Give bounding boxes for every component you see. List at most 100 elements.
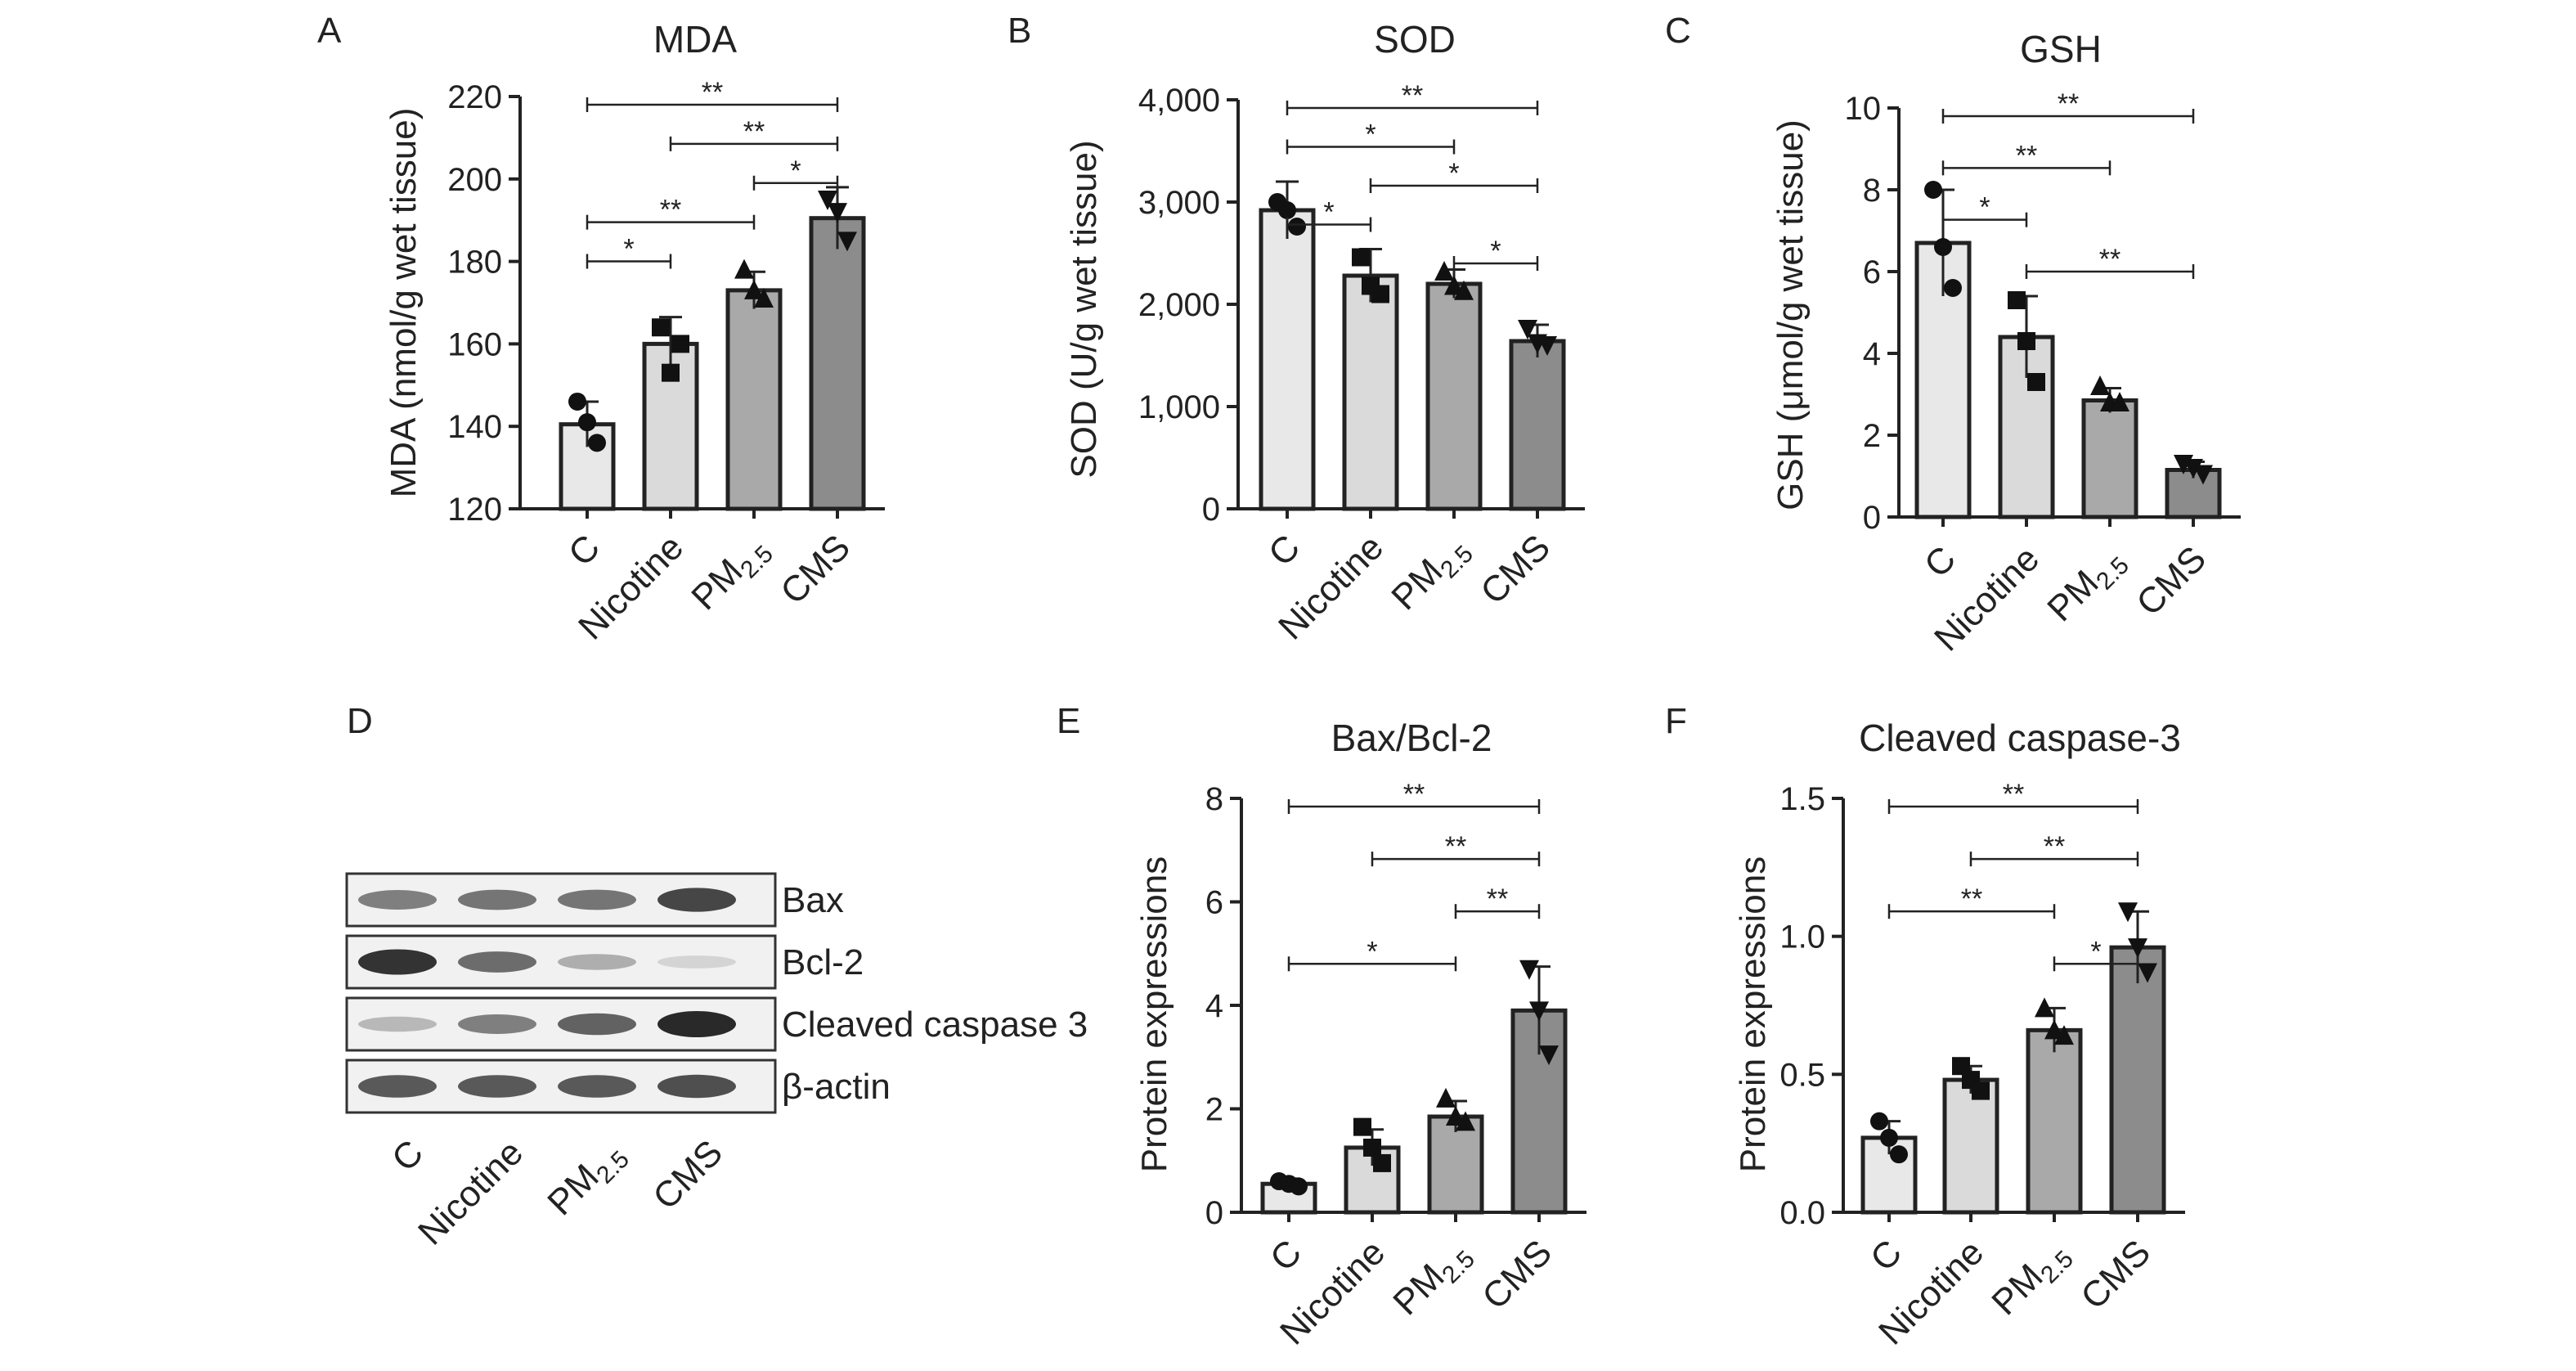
chart-title: SOD [1374, 18, 1456, 61]
data-point [1444, 275, 1464, 295]
panel-b-sod-chart: B SOD SOD (U/g wet tissue) 0 1,000 2,000 3,… [1008, 11, 1585, 647]
chart-title: Bax/Bcl-2 [1331, 717, 1492, 759]
panel-e-bax-bcl2-chart: E Bax/Bcl-2 Protein expressions 02468CNi… [1057, 701, 1586, 1352]
data-point [588, 434, 606, 452]
y-tick-label: 8 [1205, 781, 1223, 817]
blot-band [558, 954, 636, 970]
data-point [2128, 938, 2147, 959]
blot-rows: Bax Bcl-2 Cleaved caspase 3 β-actin [345, 872, 1088, 1114]
y-tick-label: 180 [447, 245, 502, 281]
significance-bracket: * [1286, 119, 1456, 155]
panel-letter: F [1665, 701, 1687, 741]
y-tick-label: 0.0 [1779, 1195, 1825, 1231]
bar [725, 288, 783, 511]
significance-label: ** [1402, 80, 1423, 111]
significance-label: * [1367, 936, 1377, 967]
panel-c-gsh-chart: C GSH GSH (μmol/g wet tissue) 0246810CNi… [1665, 11, 2241, 659]
y-tick-label: 0 [1863, 500, 1881, 536]
data-point [1972, 1081, 1990, 1100]
y-tick-label: 140 [447, 409, 502, 445]
data-point [1880, 1128, 1898, 1147]
panel-letter: B [1008, 11, 1031, 51]
x-tick-label: PM2.5 [1984, 1232, 2079, 1327]
significance-label: ** [743, 116, 765, 147]
data-point [1446, 1105, 1465, 1126]
x-tick-label: PM2.5 [1384, 527, 1479, 622]
data-point [1456, 1111, 1475, 1131]
significance-bracket: ** [1371, 831, 1541, 867]
y-tick-label: 0 [1205, 1195, 1223, 1231]
y-tick-label: 220 [447, 79, 502, 115]
plot-area: 01,0002,0003,0004,000CNicotinePM2.5CMS**… [1138, 80, 1585, 647]
significance-label: ** [2016, 140, 2037, 171]
y-tick-label: 10 [1845, 91, 1882, 127]
y-tick-label: 1.5 [1779, 781, 1825, 817]
data-point [1518, 320, 1537, 339]
x-tick-label: C [1917, 538, 1963, 585]
bar [809, 216, 866, 511]
data-point [2035, 997, 2054, 1018]
y-tick-label: 1.0 [1779, 919, 1825, 955]
data-point [2044, 1019, 2064, 1040]
y-tick-label: 2 [1205, 1092, 1223, 1128]
significance-bracket: * [586, 234, 672, 269]
bar [1425, 281, 1483, 511]
lane-label: C [384, 1132, 431, 1179]
band-label: Bcl-2 [782, 942, 864, 982]
lane-label: CMS [645, 1132, 730, 1217]
blot-band [458, 1014, 536, 1034]
data-point [1363, 1138, 1381, 1157]
data-point [2193, 465, 2213, 485]
significance-bracket: ** [1286, 80, 1539, 115]
significance-label: ** [2099, 244, 2120, 275]
significance-bracket: * [752, 155, 839, 191]
y-tick-label: 4,000 [1138, 83, 1220, 119]
significance-label: ** [1487, 883, 1508, 915]
data-point [1352, 248, 1370, 267]
significance-bracket: * [1286, 197, 1372, 232]
significance-label: * [1979, 192, 1990, 223]
data-point [1529, 1001, 1549, 1022]
blot-band [358, 1016, 437, 1032]
blot-band [558, 1075, 636, 1098]
data-point [1373, 1153, 1391, 1172]
data-point [1519, 960, 1539, 980]
significance-label: ** [2003, 779, 2024, 810]
panel-letter: D [347, 701, 373, 741]
data-point [1537, 336, 1557, 356]
significance-bracket: ** [2025, 244, 2195, 279]
y-tick-label: 0 [1202, 492, 1220, 528]
x-tick-label: CMS [2073, 1232, 2158, 1317]
data-point [1934, 238, 1952, 256]
data-point [1870, 1112, 1888, 1131]
chart-title: GSH [2020, 28, 2102, 70]
significance-bracket: * [1287, 936, 1457, 972]
x-tick-label: PM2.5 [2040, 538, 2134, 633]
data-point [1290, 1177, 1308, 1196]
significance-bracket: ** [669, 116, 839, 151]
significance-bracket: * [1369, 158, 1539, 193]
panel-f-cleaved-caspase3-chart: F Cleaved caspase-3 Protein expressions … [1665, 701, 2185, 1352]
panel-letter: A [317, 11, 342, 51]
data-point [1944, 279, 1962, 297]
significance-label: * [1448, 158, 1459, 189]
data-point [1436, 1087, 1456, 1108]
x-tick-label: CMS [2129, 538, 2214, 623]
blot-band [458, 1075, 536, 1098]
significance-label: * [790, 155, 801, 187]
plot-area: 120140160180200220CNicotinePM2.5CMS*****… [447, 77, 885, 647]
blot-band [358, 1075, 437, 1098]
significance-bracket: ** [1454, 883, 1541, 919]
data-point [828, 203, 847, 223]
data-point [1539, 1045, 1559, 1066]
data-point [568, 392, 586, 411]
data-point [744, 279, 764, 299]
y-tick-label: 4 [1863, 336, 1881, 372]
x-tick-label: CMS [1474, 1232, 1560, 1317]
significance-bracket: * [1941, 192, 2028, 227]
y-tick-label: 200 [447, 162, 502, 198]
bar [2109, 945, 2166, 1215]
data-point [652, 318, 670, 337]
